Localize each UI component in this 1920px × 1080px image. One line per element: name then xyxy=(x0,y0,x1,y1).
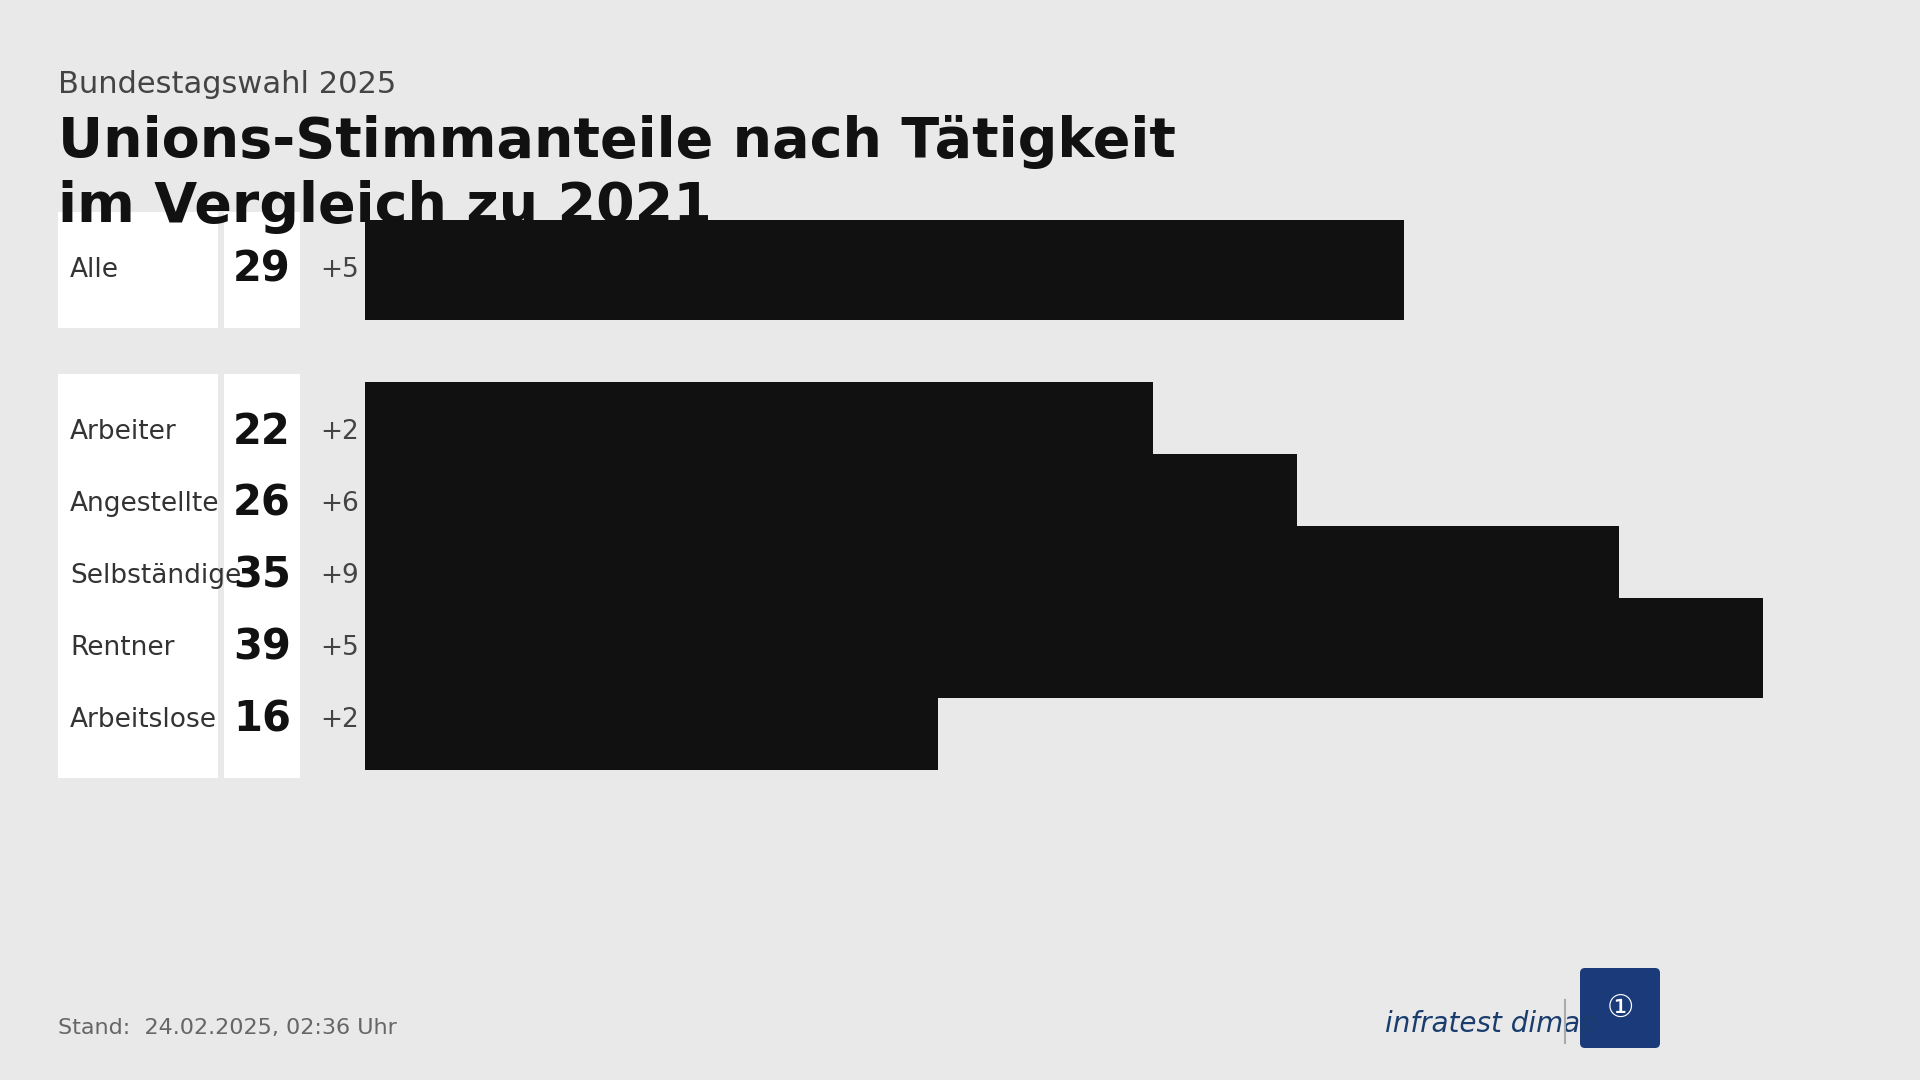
Bar xyxy=(58,518,219,634)
Text: Alle: Alle xyxy=(69,257,119,283)
Bar xyxy=(225,374,300,490)
Text: +5: +5 xyxy=(321,635,359,661)
Text: Bundestagswahl 2025: Bundestagswahl 2025 xyxy=(58,70,396,99)
Text: Arbeitslose: Arbeitslose xyxy=(69,707,217,733)
Bar xyxy=(365,526,1619,626)
Text: +6: +6 xyxy=(321,491,359,517)
Text: 29: 29 xyxy=(232,249,290,291)
Text: Rentner: Rentner xyxy=(69,635,175,661)
FancyBboxPatch shape xyxy=(1580,968,1661,1048)
Text: 26: 26 xyxy=(232,483,292,525)
Bar xyxy=(365,220,1404,320)
Text: ①: ① xyxy=(1607,994,1634,1023)
Text: +5: +5 xyxy=(321,257,359,283)
Text: 35: 35 xyxy=(232,555,292,597)
Text: 22: 22 xyxy=(232,411,290,453)
Text: +2: +2 xyxy=(321,707,359,733)
Bar xyxy=(365,454,1296,554)
Bar xyxy=(58,662,219,778)
Text: Stand:  24.02.2025, 02:36 Uhr: Stand: 24.02.2025, 02:36 Uhr xyxy=(58,1018,397,1038)
Bar xyxy=(225,212,300,328)
Bar xyxy=(225,446,300,562)
Text: infratest dimap: infratest dimap xyxy=(1384,1010,1597,1038)
Text: 16: 16 xyxy=(232,699,292,741)
Bar xyxy=(58,212,219,328)
Text: Selbständige: Selbständige xyxy=(69,563,242,589)
Text: 39: 39 xyxy=(232,627,292,669)
Bar xyxy=(58,590,219,706)
Text: Angestellte: Angestellte xyxy=(69,491,219,517)
Bar xyxy=(365,598,1763,698)
Bar xyxy=(365,382,1154,482)
Text: +2: +2 xyxy=(321,419,359,445)
Bar xyxy=(58,446,219,562)
Bar xyxy=(58,374,219,490)
Bar xyxy=(225,518,300,634)
Text: +9: +9 xyxy=(321,563,359,589)
Bar xyxy=(225,662,300,778)
Text: Unions-Stimmanteile nach Tätigkeit
im Vergleich zu 2021: Unions-Stimmanteile nach Tätigkeit im Ve… xyxy=(58,114,1175,233)
Bar xyxy=(225,590,300,706)
Bar xyxy=(365,670,939,770)
Text: Arbeiter: Arbeiter xyxy=(69,419,177,445)
